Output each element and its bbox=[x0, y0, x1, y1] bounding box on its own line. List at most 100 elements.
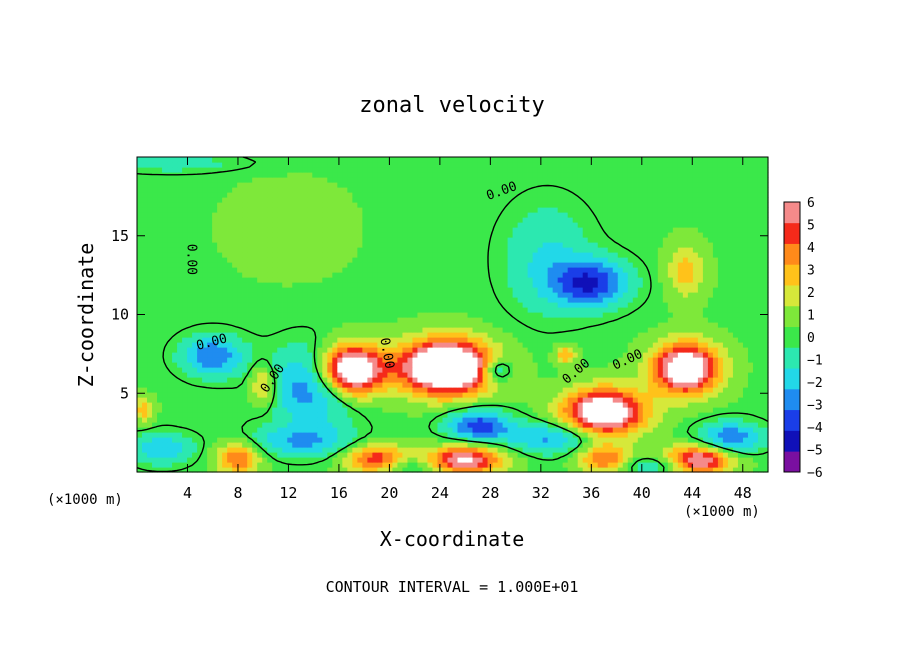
heatmap-cell bbox=[427, 382, 434, 388]
heatmap-cell bbox=[492, 432, 499, 438]
heatmap-cell bbox=[142, 317, 148, 323]
heatmap-cell bbox=[257, 287, 263, 293]
heatmap-cell bbox=[342, 307, 348, 313]
heatmap-cell bbox=[172, 442, 178, 448]
heatmap-cell bbox=[227, 347, 233, 353]
heatmap-cell bbox=[152, 427, 158, 433]
heatmap-cell bbox=[312, 387, 318, 393]
heatmap-cell bbox=[317, 382, 323, 388]
heatmap-cell bbox=[567, 352, 574, 358]
heatmap-cell bbox=[732, 277, 739, 283]
heatmap-cell bbox=[597, 302, 604, 308]
heatmap-cell bbox=[172, 402, 178, 408]
heatmap-cell bbox=[442, 467, 449, 473]
heatmap-cell bbox=[422, 397, 429, 403]
heatmap-cell bbox=[467, 352, 474, 358]
heatmap-cell bbox=[282, 467, 288, 473]
heatmap-cell bbox=[592, 452, 599, 458]
heatmap-cell bbox=[757, 447, 764, 453]
heatmap-cell bbox=[522, 422, 529, 428]
heatmap-cell bbox=[542, 397, 549, 403]
heatmap-cell bbox=[757, 377, 764, 383]
heatmap-cell bbox=[167, 302, 173, 308]
heatmap-cell bbox=[637, 377, 644, 383]
heatmap-cell bbox=[467, 272, 474, 278]
heatmap-cell bbox=[232, 352, 238, 358]
heatmap-cell bbox=[447, 282, 454, 288]
heatmap-cell bbox=[232, 397, 238, 403]
heatmap-cell bbox=[532, 332, 539, 338]
heatmap-cell bbox=[502, 352, 509, 358]
heatmap-cell bbox=[332, 342, 338, 348]
heatmap-cell bbox=[517, 287, 524, 293]
heatmap-cell bbox=[322, 442, 328, 448]
heatmap-cell bbox=[142, 297, 148, 303]
heatmap-cell bbox=[267, 277, 273, 283]
heatmap-cell bbox=[577, 402, 584, 408]
heatmap-cell bbox=[712, 452, 719, 458]
heatmap-cell bbox=[152, 367, 158, 373]
heatmap-cell bbox=[237, 362, 243, 368]
heatmap-cell bbox=[357, 417, 363, 423]
heatmap-cell bbox=[622, 457, 629, 463]
heatmap-cell bbox=[657, 367, 664, 373]
heatmap-cell bbox=[262, 367, 268, 373]
heatmap-cell bbox=[412, 297, 419, 303]
heatmap-cell bbox=[652, 337, 659, 343]
heatmap-cell bbox=[152, 327, 158, 333]
heatmap-cell bbox=[647, 327, 654, 333]
heatmap-cell bbox=[507, 417, 514, 423]
heatmap-cell bbox=[212, 427, 218, 433]
heatmap-cell bbox=[177, 387, 183, 393]
heatmap-cell bbox=[222, 387, 228, 393]
heatmap-cell bbox=[187, 297, 193, 303]
heatmap-cell bbox=[472, 437, 479, 443]
heatmap-cell bbox=[742, 462, 749, 468]
heatmap-cell bbox=[602, 312, 609, 318]
heatmap-cell bbox=[512, 337, 519, 343]
heatmap-cell bbox=[147, 382, 153, 388]
heatmap-cell bbox=[407, 332, 414, 338]
heatmap-cell bbox=[627, 307, 634, 313]
heatmap-cell bbox=[252, 387, 258, 393]
heatmap-cell bbox=[292, 467, 298, 473]
heatmap-cell bbox=[197, 387, 203, 393]
heatmap-cell bbox=[362, 372, 368, 378]
heatmap-cell bbox=[752, 362, 759, 368]
heatmap-cell bbox=[452, 297, 459, 303]
heatmap-cell bbox=[397, 397, 404, 403]
heatmap-cell bbox=[152, 437, 158, 443]
heatmap-cell bbox=[157, 457, 163, 463]
heatmap-cell bbox=[187, 392, 193, 398]
heatmap-cell bbox=[432, 427, 439, 433]
heatmap-cell bbox=[437, 392, 444, 398]
heatmap-cell bbox=[712, 352, 719, 358]
heatmap-cell bbox=[502, 317, 509, 323]
heatmap-cell bbox=[567, 452, 574, 458]
heatmap-cell bbox=[497, 297, 504, 303]
heatmap-cell bbox=[732, 362, 739, 368]
heatmap-cell bbox=[727, 417, 734, 423]
heatmap-cell bbox=[497, 377, 504, 383]
heatmap-cell bbox=[317, 372, 323, 378]
heatmap-cell bbox=[702, 367, 709, 373]
heatmap-cell bbox=[507, 442, 514, 448]
heatmap-cell bbox=[217, 367, 223, 373]
heatmap-cell bbox=[667, 382, 674, 388]
heatmap-cell bbox=[532, 457, 539, 463]
heatmap-cell bbox=[637, 282, 644, 288]
heatmap-cell bbox=[597, 377, 604, 383]
heatmap-cell bbox=[647, 447, 654, 453]
heatmap-cell bbox=[207, 327, 213, 333]
heatmap-cell bbox=[287, 452, 293, 458]
heatmap-cell bbox=[312, 312, 318, 318]
heatmap-cell bbox=[437, 407, 444, 413]
heatmap-cell bbox=[222, 372, 228, 378]
heatmap-cell bbox=[312, 302, 318, 308]
heatmap-cell bbox=[742, 447, 749, 453]
heatmap-cell bbox=[537, 282, 544, 288]
heatmap-cell bbox=[512, 442, 519, 448]
heatmap-cell bbox=[242, 442, 248, 448]
heatmap-cell bbox=[687, 317, 694, 323]
heatmap-cell bbox=[307, 392, 313, 398]
